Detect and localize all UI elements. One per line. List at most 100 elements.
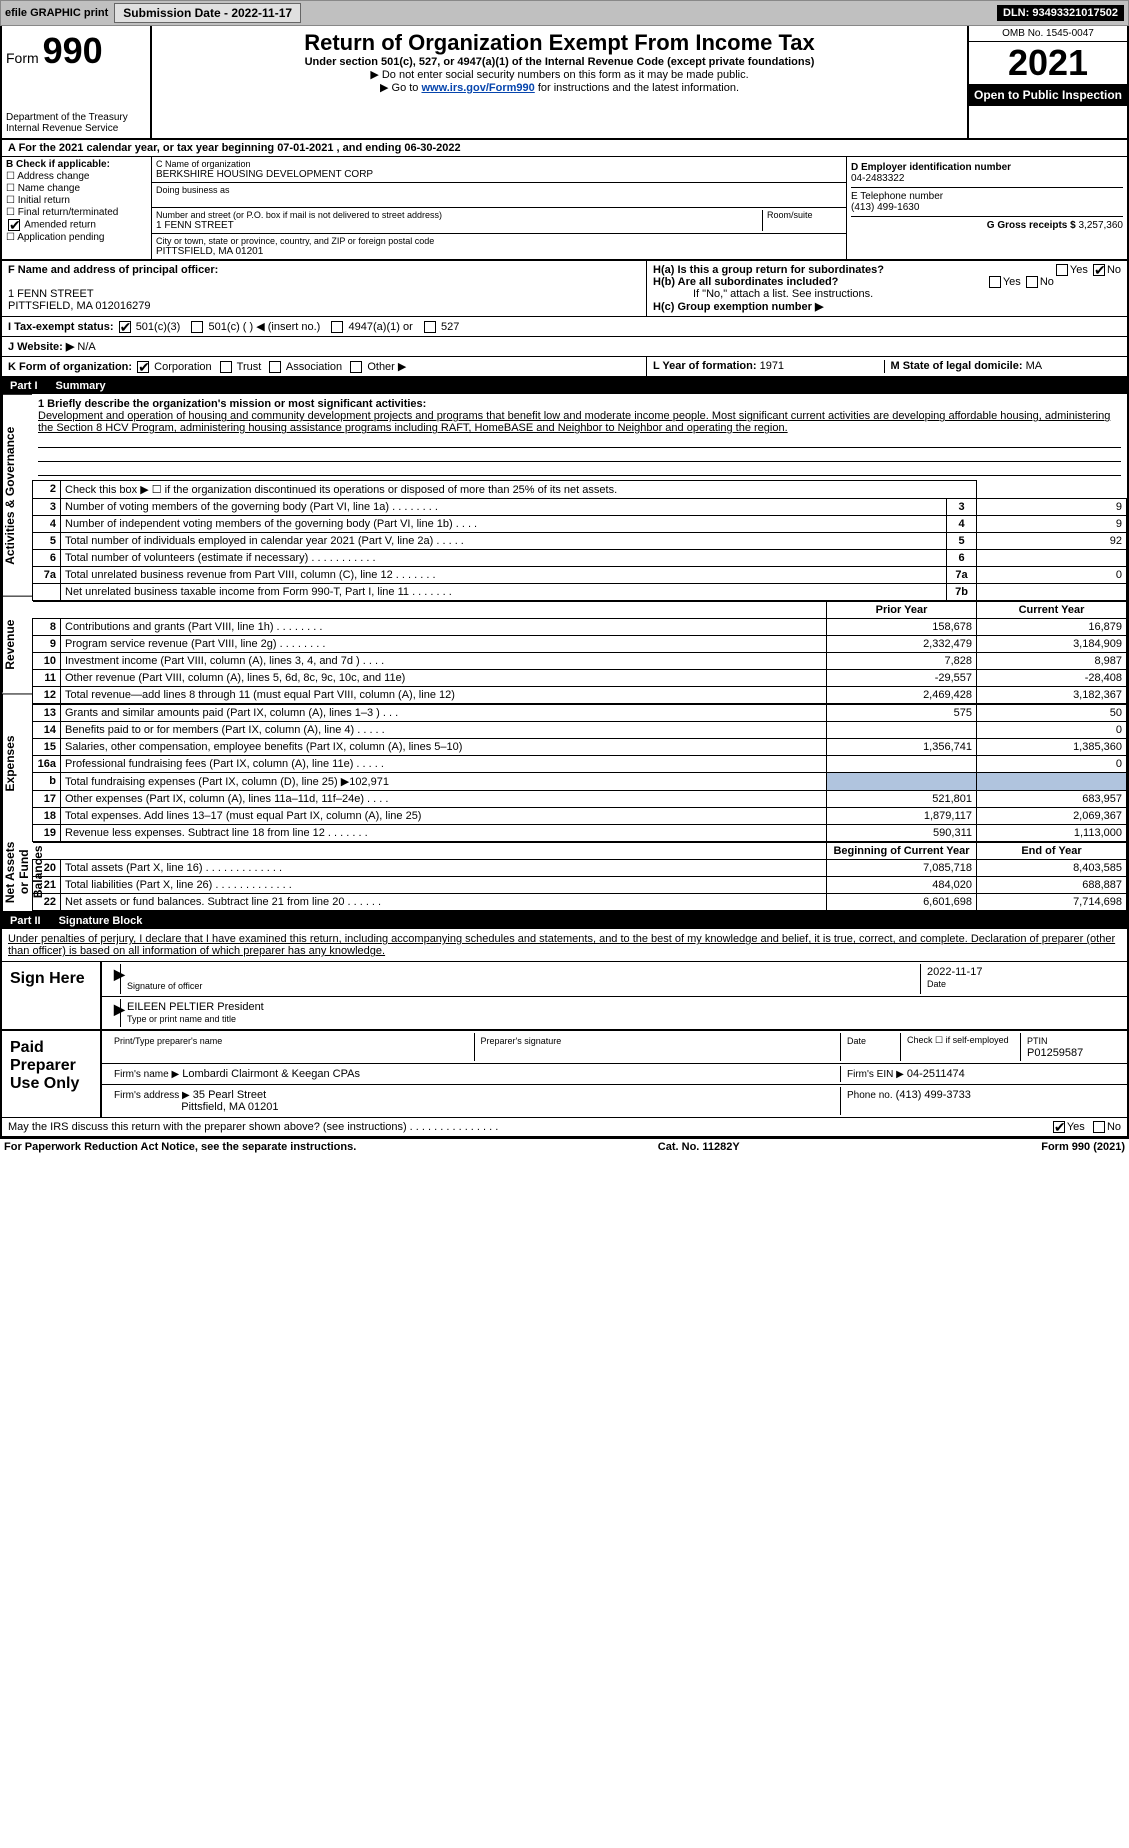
- chk-501c[interactable]: [191, 321, 203, 333]
- year-formation: 1971: [760, 360, 784, 372]
- h-b-label: H(b) Are all subordinates included?: [653, 276, 838, 288]
- h-b-yes[interactable]: [989, 276, 1001, 288]
- form-header-right: OMB No. 1545-0047 2021 Open to Public In…: [967, 26, 1127, 138]
- firm-ein-label: Firm's EIN ▶: [847, 1069, 904, 1080]
- org-form-label: K Form of organization:: [8, 361, 132, 373]
- chk-4947[interactable]: [331, 321, 343, 333]
- table-row: 20Total assets (Part X, line 16) . . . .…: [33, 860, 1127, 877]
- date-label: Date: [927, 979, 946, 989]
- form-subtitle: Under section 501(c), 527, or 4947(a)(1)…: [156, 56, 963, 68]
- col-current: Current Year: [977, 602, 1127, 619]
- top-bar: efile GRAPHIC print Submission Date - 20…: [0, 0, 1129, 26]
- chk-assoc[interactable]: [269, 361, 281, 373]
- chk-501c3[interactable]: [119, 321, 131, 333]
- table-row: 10Investment income (Part VIII, column (…: [33, 653, 1127, 670]
- section-j: J Website: ▶ N/A: [0, 337, 1129, 357]
- city-value: PITTSFIELD, MA 01201: [156, 246, 842, 257]
- table-row: 11Other revenue (Part VIII, column (A), …: [33, 670, 1127, 687]
- tax-year: 2021: [969, 42, 1127, 84]
- h-b-note: If "No," attach a list. See instructions…: [653, 288, 1121, 300]
- discuss-yes[interactable]: [1053, 1121, 1065, 1133]
- tax-year-line: A For the 2021 calendar year, or tax yea…: [0, 140, 1129, 157]
- firm-name-label: Firm's name ▶: [114, 1069, 179, 1080]
- part1-body: Activities & Governance Revenue Expenses…: [0, 394, 1129, 913]
- dept-irs: Internal Revenue Service: [6, 123, 146, 134]
- box-f: F Name and address of principal officer:…: [2, 261, 647, 316]
- tax-year-text: A For the 2021 calendar year, or tax yea…: [8, 142, 461, 154]
- section-fh: F Name and address of principal officer:…: [0, 261, 1129, 317]
- part2-label: Part II: [10, 915, 41, 927]
- chk-application-pending[interactable]: ☐ Application pending: [6, 232, 147, 243]
- chk-corp[interactable]: [137, 361, 149, 373]
- h-a-yes[interactable]: [1056, 264, 1068, 276]
- phone-value: (413) 499-1630: [851, 202, 919, 213]
- check-self-employed[interactable]: Check ☐ if self-employed: [901, 1033, 1021, 1061]
- mission-text: Development and operation of housing and…: [38, 410, 1110, 434]
- part1-title: Summary: [56, 380, 106, 392]
- table-row: 17Other expenses (Part IX, column (A), l…: [33, 791, 1127, 808]
- submission-date-button[interactable]: Submission Date - 2022-11-17: [114, 3, 301, 23]
- h-a-no[interactable]: [1093, 264, 1105, 276]
- part1-header: Part I Summary: [0, 378, 1129, 394]
- dept-treasury: Department of the Treasury: [6, 112, 146, 123]
- chk-initial-return[interactable]: ☐ Initial return: [6, 195, 147, 206]
- table-row: 22Net assets or fund balances. Subtract …: [33, 894, 1127, 911]
- footer-right: Form 990 (2021): [1041, 1141, 1125, 1153]
- part2-header: Part II Signature Block: [0, 913, 1129, 929]
- box-h: H(a) Is this a group return for subordin…: [647, 261, 1127, 316]
- arrow-icon: ▶: [108, 999, 121, 1027]
- sig-officer-label: Signature of officer: [127, 981, 202, 991]
- dba-label: Doing business as: [156, 185, 842, 195]
- ptin-value: P01259587: [1027, 1047, 1083, 1059]
- table-row: 12Total revenue—add lines 8 through 11 (…: [33, 687, 1127, 704]
- gross-value: 3,257,360: [1079, 220, 1124, 231]
- form-number: 990: [43, 30, 103, 71]
- irs-link[interactable]: www.irs.gov/Form990: [421, 82, 534, 94]
- h-b-no[interactable]: [1026, 276, 1038, 288]
- chk-name-change[interactable]: ☐ Name change: [6, 183, 147, 194]
- chk-527[interactable]: [424, 321, 436, 333]
- footer-mid: Cat. No. 11282Y: [658, 1141, 740, 1153]
- ein-label: D Employer identification number: [851, 162, 1011, 173]
- tax-exempt-label: I Tax-exempt status:: [8, 321, 114, 333]
- sidetab-governance: Activities & Governance: [2, 394, 32, 596]
- discuss-no[interactable]: [1093, 1121, 1105, 1133]
- gross-label: G Gross receipts $: [987, 220, 1076, 231]
- col-end: End of Year: [977, 843, 1127, 860]
- part1-label: Part I: [10, 380, 38, 392]
- prep-date-label: Date: [847, 1036, 866, 1046]
- paid-preparer-label: Paid Preparer Use Only: [2, 1031, 102, 1117]
- expense-table: 13Grants and similar amounts paid (Part …: [32, 704, 1127, 842]
- open-inspection: Open to Public Inspection: [969, 84, 1127, 106]
- page-footer: For Paperwork Reduction Act Notice, see …: [0, 1138, 1129, 1155]
- chk-amended-return[interactable]: Amended return: [6, 219, 147, 231]
- part2-title: Signature Block: [59, 915, 143, 927]
- form-note2: ▶ Go to www.irs.gov/Form990 for instruct…: [156, 81, 963, 94]
- table-row: 13Grants and similar amounts paid (Part …: [33, 705, 1127, 722]
- chk-address-change[interactable]: ☐ Address change: [6, 171, 147, 182]
- officer-addr1: 1 FENN STREET: [8, 288, 94, 300]
- sign-here-label: Sign Here: [2, 962, 102, 1029]
- box-c: C Name of organization BERKSHIRE HOUSING…: [152, 157, 847, 259]
- note2-post: for instructions and the latest informat…: [535, 82, 739, 94]
- arrow-icon: ▶: [108, 964, 121, 994]
- chk-other[interactable]: [350, 361, 362, 373]
- form-note1: ▶ Do not enter social security numbers o…: [156, 68, 963, 81]
- efile-label: efile GRAPHIC print: [5, 7, 108, 19]
- state-domicile-label: M State of legal domicile:: [891, 360, 1023, 372]
- room-label: Room/suite: [767, 210, 842, 220]
- firm-addr-label: Firm's address ▶: [114, 1090, 190, 1101]
- signature-block: Under penalties of perjury, I declare th…: [0, 929, 1129, 1138]
- note2-pre: ▶ Go to: [380, 82, 421, 94]
- discuss-text: May the IRS discuss this return with the…: [8, 1121, 498, 1133]
- chk-final-return[interactable]: ☐ Final return/terminated: [6, 207, 147, 218]
- table-row: Net unrelated business taxable income fr…: [33, 584, 1127, 601]
- chk-trust[interactable]: [220, 361, 232, 373]
- dln-label: DLN: 93493321017502: [997, 5, 1124, 21]
- table-row: 6Total number of volunteers (estimate if…: [33, 550, 1127, 567]
- table-row: 7aTotal unrelated business revenue from …: [33, 567, 1127, 584]
- form-header: Form 990 Department of the Treasury Inte…: [0, 26, 1129, 140]
- form-title: Return of Organization Exempt From Incom…: [156, 30, 963, 56]
- box-b-title: B Check if applicable:: [6, 159, 110, 170]
- form-header-mid: Return of Organization Exempt From Incom…: [152, 26, 967, 138]
